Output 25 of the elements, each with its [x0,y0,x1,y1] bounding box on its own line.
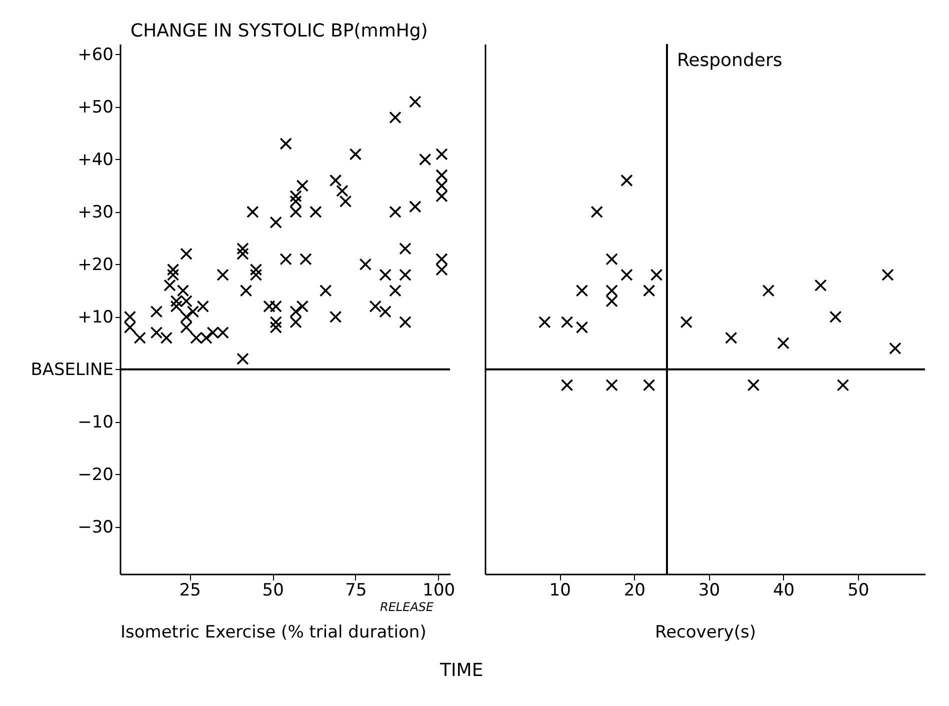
x-tick-label: 30 [698,580,720,600]
y-tick-label: −30 [78,517,114,538]
y-tick-label: +20 [78,254,114,275]
ref-line-label: Responders [676,50,782,71]
y-tick-label: −10 [78,412,114,432]
y-axis-title: CHANGE IN SYSTOLIC BP(mmHg) [130,20,428,42]
x-tick-label: 10 [549,580,571,600]
x-tick-label: 25 [179,580,201,600]
y-tick-label: +30 [78,202,114,222]
y-tick-label: +60 [78,44,114,65]
x-tick-label: 100 [422,580,456,600]
y-tick-label: +10 [78,307,114,328]
y-tick-label: +50 [78,97,114,118]
x-tick-label: 50 [848,580,870,600]
x-tick-label: 20 [624,580,646,600]
x-tick-label: 75 [345,580,367,600]
y-tick-label: −20 [78,464,114,485]
text: RELEASE [380,600,434,614]
text: TIME [439,660,484,681]
x-axis-title: Recovery(s) [655,622,756,642]
x-axis-title: Isometric Exercise (% trial duration) [120,622,426,642]
x-tick-label: 40 [772,580,795,600]
y-tick-label: +40 [78,150,114,170]
x-tick-label: 50 [262,580,284,600]
y-tick-label: BASELINE [30,360,114,380]
